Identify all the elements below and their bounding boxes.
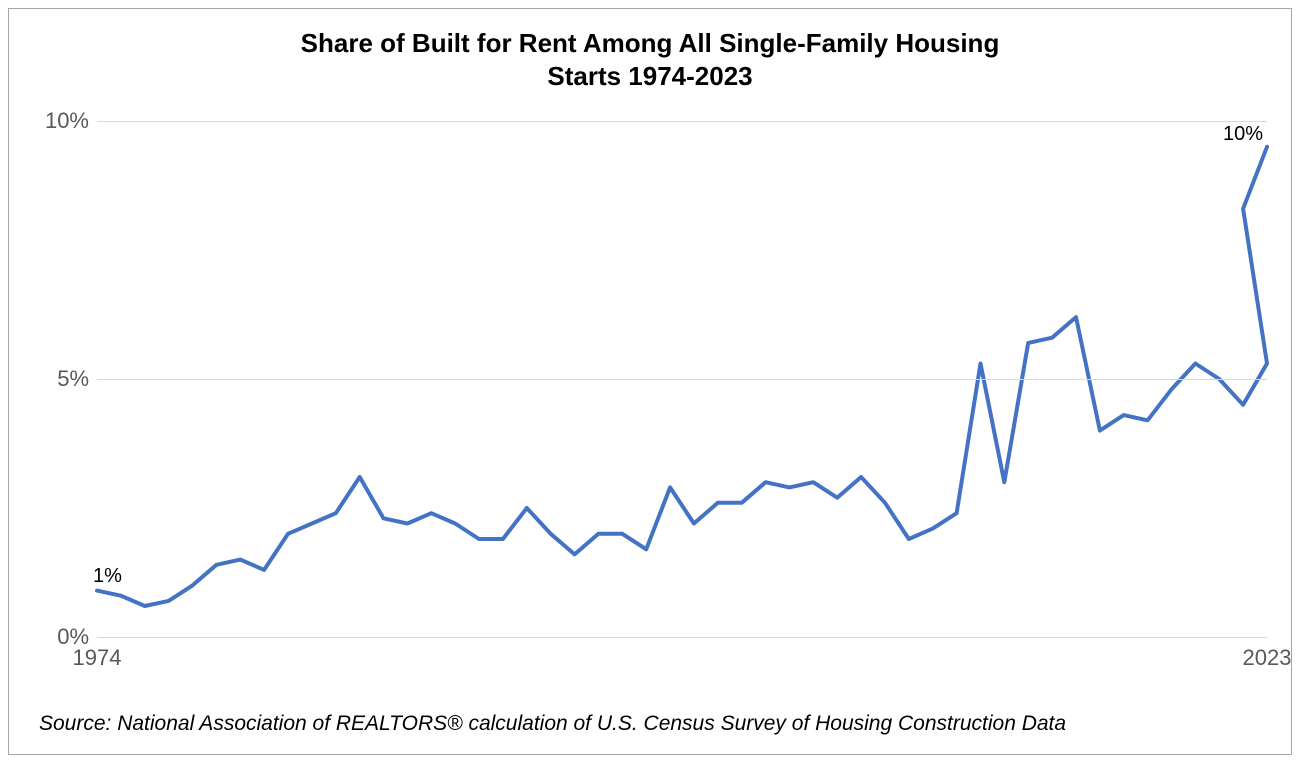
data-label: 10% [1223, 123, 1263, 146]
gridline [97, 121, 1267, 122]
y-tick-label: 5% [57, 366, 97, 392]
data-label: 1% [93, 565, 122, 588]
chart-frame: Share of Built for Rent Among All Single… [8, 8, 1292, 755]
y-tick-label: 10% [45, 108, 97, 134]
series-line [97, 147, 1267, 606]
source-caption: Source: National Association of REALTORS… [39, 712, 1066, 736]
gridline [97, 637, 1267, 638]
plot-area: 0%5%10%197420231%10% [97, 121, 1267, 637]
chart-title: Share of Built for Rent Among All Single… [9, 27, 1291, 92]
x-tick-label: 2023 [1243, 637, 1292, 671]
x-tick-label: 1974 [73, 637, 122, 671]
gridline [97, 379, 1267, 380]
